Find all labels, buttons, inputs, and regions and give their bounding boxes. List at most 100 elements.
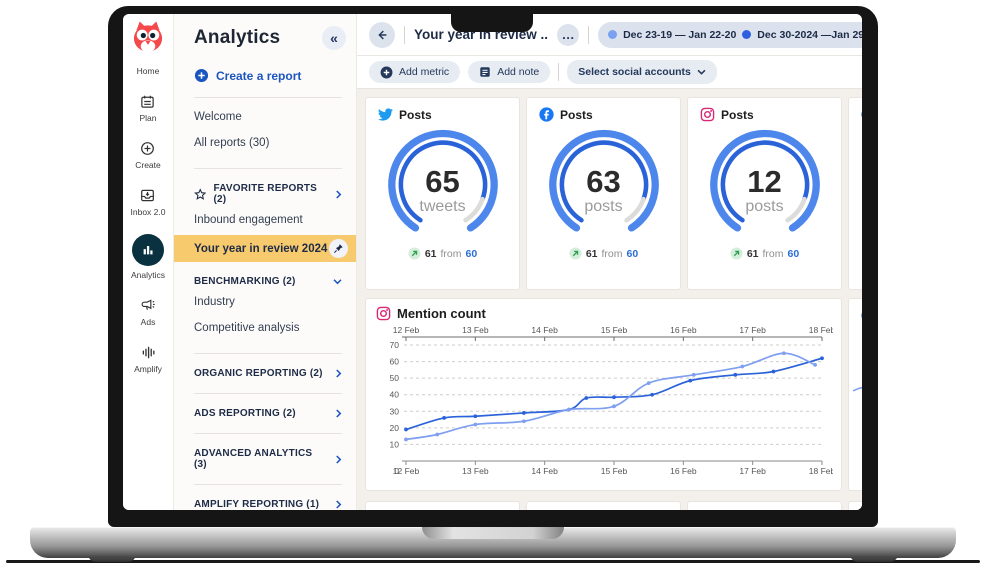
clipped-card — [848, 501, 862, 510]
delta-row: 61 from 60 — [700, 247, 829, 260]
more-options-button[interactable]: … — [557, 23, 580, 46]
svg-text:12 Feb: 12 Feb — [393, 325, 420, 335]
mention-count-line-chart: 0 10 20 30 40 50 60 70 12 Feb 12 Feb 13 Feb 13 Feb 1… — [390, 325, 833, 476]
back-button[interactable] — [369, 21, 395, 48]
svg-text:14 Feb: 14 Feb — [531, 325, 558, 335]
add-metric-label: Add metric — [399, 66, 450, 78]
laptop-lid-groove — [422, 527, 564, 539]
inbox-icon — [140, 187, 156, 203]
plus-circle-icon — [140, 140, 156, 156]
divider — [194, 353, 342, 354]
metric-cards-row: Posts 65 tweets — [365, 97, 862, 290]
date-range-2: Dec 30-2024 —Jan 29-20 — [757, 28, 862, 41]
divider — [588, 25, 590, 44]
twitter-icon — [378, 108, 393, 121]
sidebar-item-year-in-review-active[interactable]: Your year in review 2024 — [174, 235, 356, 262]
chevron-down-icon — [697, 69, 706, 75]
add-note-button[interactable]: Add note — [468, 61, 551, 83]
gauge: 12 posts — [701, 128, 829, 239]
svg-text:17 Feb: 17 Feb — [739, 325, 766, 335]
add-note-label: Add note — [497, 66, 540, 78]
metric-card-instagram-posts[interactable]: Posts 12 posts — [687, 97, 842, 290]
delta-row: 61 from 60 — [539, 247, 668, 260]
chart-card-partial[interactable] — [848, 298, 862, 491]
section-benchmarking[interactable]: BENCHMARKING (2) — [174, 262, 356, 289]
clipped-card — [365, 501, 520, 510]
delta-previous-value: 60 — [626, 247, 639, 260]
section-advanced-analytics[interactable]: ADVANCED ANALYTICS (3) — [174, 440, 356, 472]
card-title: Posts — [560, 107, 593, 122]
sidebar-item-welcome[interactable]: Welcome — [194, 111, 242, 123]
positive-trend-icon — [569, 247, 582, 260]
select-social-accounts-button[interactable]: Select social accounts — [567, 60, 717, 84]
main-panel: Your year in review .. … Dec 23-19 — Jan… — [357, 14, 862, 510]
section-label: ORGANIC REPORTING (2) — [194, 368, 323, 379]
svg-text:30: 30 — [390, 406, 400, 416]
delta-previous-value: 60 — [787, 247, 800, 260]
select-accounts-label: Select social accounts — [578, 66, 691, 78]
metric-unit: posts — [584, 198, 623, 215]
sidebar-item-home[interactable]: Home — [137, 66, 160, 76]
metric-unit: posts — [745, 198, 784, 215]
svg-text:10: 10 — [390, 439, 400, 449]
metric-card-partial[interactable] — [848, 97, 862, 290]
metric-card-facebook-posts[interactable]: Posts 63 posts — [526, 97, 681, 290]
sidebar-item-all-reports[interactable]: All reports (30) — [194, 137, 270, 149]
hootsuite-owl-logo[interactable] — [130, 20, 166, 53]
clipped-card — [687, 501, 842, 510]
create-report-button[interactable]: Create a report — [174, 52, 356, 85]
megaphone-icon — [140, 297, 156, 313]
delta-from-label: from — [440, 247, 462, 260]
chevron-down-icon — [333, 278, 342, 285]
sidebar-item-analytics[interactable]: Analytics — [131, 234, 165, 280]
rail-label-amplify: Amplify — [134, 364, 162, 374]
delta-row: 61 from 60 — [378, 247, 507, 260]
pin-icon — [334, 244, 343, 253]
star-icon — [194, 187, 207, 200]
section-organic-reporting[interactable]: ORGANIC REPORTING (2) — [174, 360, 356, 381]
app-window: Home Plan Create — [123, 14, 862, 510]
pinned-badge[interactable] — [329, 239, 348, 258]
sidebar-item-create[interactable]: Create — [135, 140, 161, 170]
svg-text:12 Feb: 12 Feb — [393, 466, 420, 476]
add-metric-button[interactable]: Add metric — [369, 61, 461, 83]
date-range-selector[interactable]: Dec 23-19 — Jan 22-20 Dec 30-2024 —Jan 2… — [598, 21, 862, 48]
delta-from-label: from — [762, 247, 784, 260]
metric-card-twitter-posts[interactable]: Posts 65 tweets — [365, 97, 520, 290]
chevron-right-icon — [335, 189, 342, 199]
current-period-dot — [742, 30, 752, 39]
divider — [194, 393, 342, 394]
svg-text:50: 50 — [390, 373, 400, 383]
instagram-icon — [376, 306, 391, 321]
calendar-icon — [140, 93, 156, 109]
chevron-right-icon — [335, 409, 342, 418]
mention-count-card[interactable]: Mention count 0 10 20 30 40 50 60 70 12 Feb 12 Fe… — [365, 298, 842, 491]
sidebar-item-competitive-analysis[interactable]: Competitive analysis — [194, 322, 300, 334]
facebook-icon — [539, 107, 554, 122]
bar-chart-icon — [140, 242, 156, 258]
rail-label-ads: Ads — [140, 317, 156, 327]
equalizer-icon — [140, 344, 156, 360]
sidebar-item-amplify[interactable]: Amplify — [134, 344, 162, 374]
sidebar-item-ads[interactable]: Ads — [140, 297, 156, 327]
divider — [404, 25, 405, 44]
section-amplify-reporting[interactable]: AMPLIFY REPORTING (1) — [174, 491, 356, 510]
sidebar-item-inbox[interactable]: Inbox 2.0 — [131, 187, 165, 217]
sidebar-collapse-button[interactable]: « — [322, 26, 346, 50]
create-report-label: Create a report — [216, 68, 302, 83]
sidebar-item-industry[interactable]: Industry — [194, 296, 235, 308]
rail-label-home: Home — [136, 66, 160, 76]
sidebar-item-inbound-engagement[interactable]: Inbound engagement — [194, 214, 303, 226]
desk-shadow-line — [6, 560, 980, 563]
svg-text:18 Feb: 18 Feb — [809, 466, 833, 476]
laptop-base — [30, 527, 956, 558]
svg-text:17 Feb: 17 Feb — [739, 466, 766, 476]
svg-text:14 Feb: 14 Feb — [531, 466, 558, 476]
date-range-1: Dec 23-19 — Jan 22-20 — [623, 28, 737, 41]
section-ads-reporting[interactable]: ADS REPORTING (2) — [174, 400, 356, 421]
metric-value: 63 — [586, 164, 621, 199]
rail-label-plan: Plan — [139, 113, 157, 123]
sidebar-item-plan[interactable]: Plan — [139, 93, 157, 123]
divider — [194, 433, 342, 434]
section-favorite-reports[interactable]: FAVORITE REPORTS (2) — [174, 175, 356, 207]
